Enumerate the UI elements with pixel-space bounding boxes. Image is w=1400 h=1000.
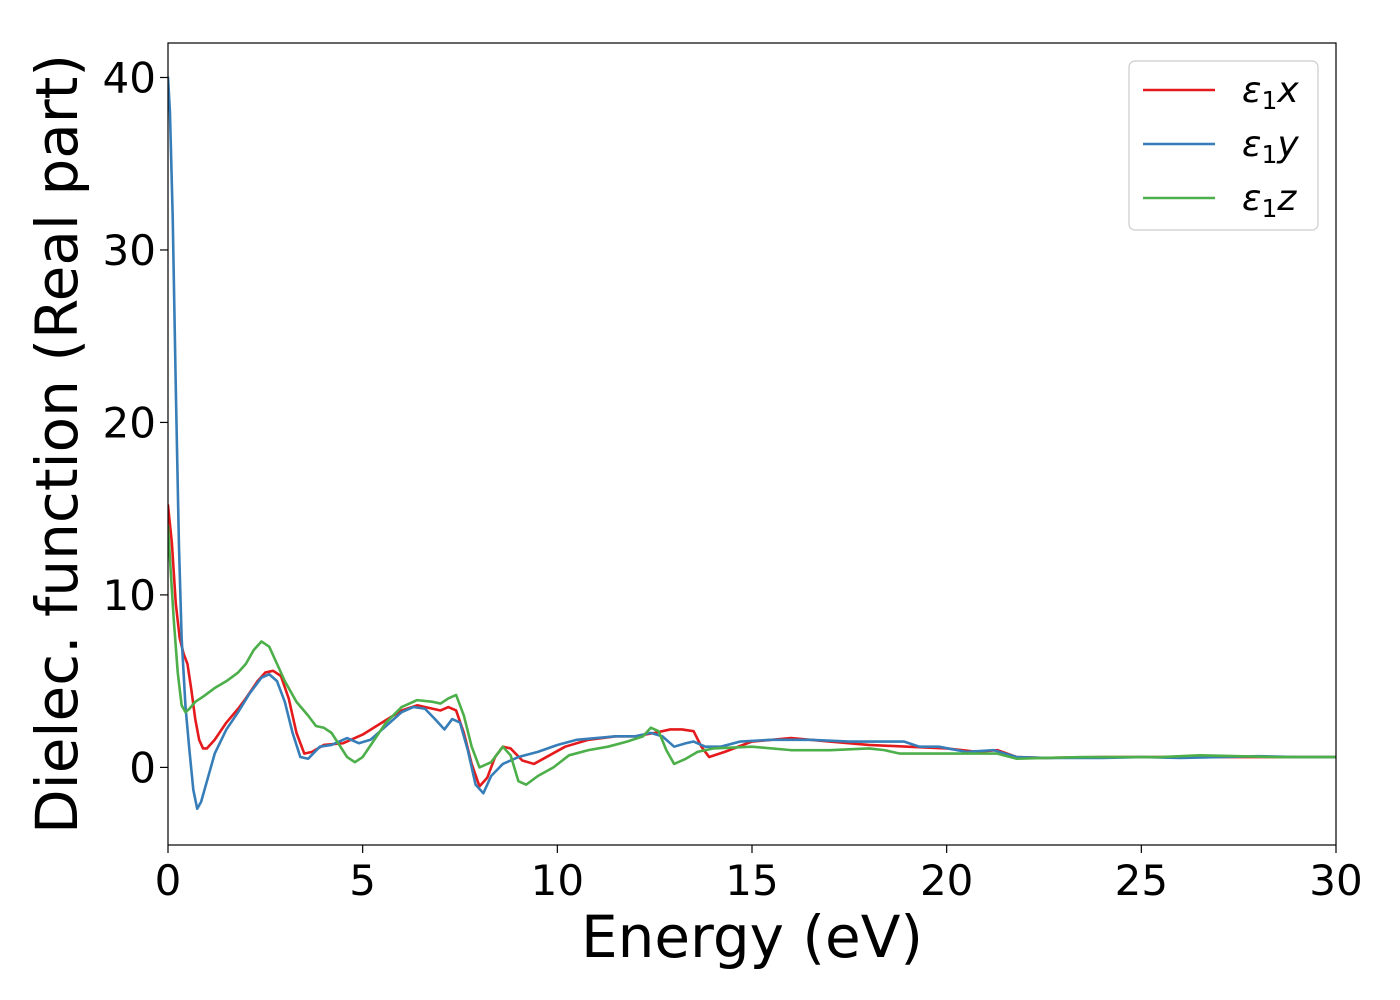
- y-axis-title: Dielec. function (Real part): [23, 54, 91, 834]
- x-tick-label: 25: [1115, 856, 1168, 905]
- y-tick-label: 0: [129, 743, 156, 792]
- legend-box: [1128, 60, 1319, 231]
- series-line-z: [168, 524, 1336, 786]
- series-layer: [168, 76, 1336, 811]
- x-tick-label: 10: [531, 856, 584, 905]
- y-tick-label: 30: [103, 226, 156, 275]
- x-axis-title: Energy (eV): [581, 903, 923, 971]
- y-axis: 0 10 20 30 40: [103, 53, 168, 792]
- legend-label-y: ε1y: [1242, 124, 1299, 169]
- y-tick-label: 20: [103, 398, 156, 447]
- x-tick-label: 30: [1309, 856, 1362, 905]
- legend-label-x: ε1x: [1242, 70, 1299, 115]
- y-tick-label: 10: [103, 571, 156, 620]
- x-tick-label: 5: [349, 856, 376, 905]
- x-tick-label: 15: [725, 856, 778, 905]
- x-axis: 0 5 10 15 20 25 30: [155, 845, 1363, 905]
- legend: ε1x ε1y ε1z: [1128, 60, 1319, 231]
- x-tick-label: 0: [155, 856, 182, 905]
- y-tick-label: 40: [103, 53, 156, 102]
- series-line-y: [168, 76, 1336, 811]
- x-tick-label: 20: [920, 856, 973, 905]
- legend-label-z: ε1z: [1242, 178, 1297, 223]
